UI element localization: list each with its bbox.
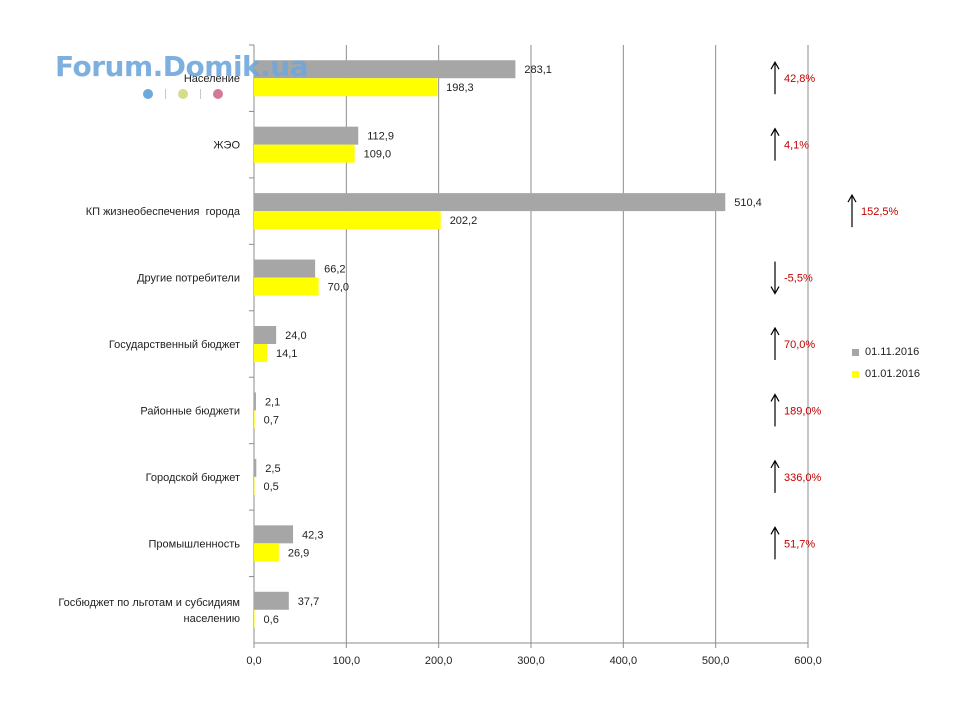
bar-series-1 (254, 259, 316, 278)
growth-annotation: 336,0% (784, 472, 822, 484)
bar-series-2 (254, 144, 355, 163)
legend-label: 01.11.2016 (865, 346, 920, 358)
category-label: Другие потребители (137, 273, 240, 285)
data-label: 37,7 (298, 596, 319, 608)
data-label: 510,4 (734, 197, 762, 209)
bar-series-2 (254, 543, 279, 562)
data-label: 42,3 (302, 529, 323, 541)
category-label: Районные бюджети (140, 405, 240, 417)
arrow-head (770, 61, 780, 70)
data-label: 14,1 (276, 348, 297, 360)
x-tick-label: 600,0 (794, 655, 822, 667)
category-label: Промышленность (148, 538, 240, 550)
bar-series-1 (254, 591, 289, 610)
data-label: 70,0 (328, 282, 349, 294)
legend-swatch (852, 370, 859, 378)
legend-swatch (852, 348, 859, 356)
data-label: 0,7 (264, 414, 279, 426)
growth-annotation: 70,0% (784, 339, 815, 351)
bar-series-1 (254, 392, 256, 411)
bar-series-1 (254, 60, 516, 79)
arrow-head (770, 459, 780, 469)
watermark-dot-pink (213, 89, 223, 99)
watermark-dots (143, 88, 223, 100)
growth-annotation: 42,8% (784, 73, 815, 85)
data-label: 66,2 (324, 264, 345, 276)
data-label: 0,5 (263, 481, 278, 493)
data-label: 2,5 (265, 463, 280, 475)
legend: 01.11.2016 01.01.2016 (852, 341, 920, 385)
data-label: 112,9 (367, 131, 394, 143)
bar-series-1 (254, 525, 294, 544)
data-label: 0,6 (264, 614, 279, 626)
data-label: 24,0 (285, 330, 306, 342)
bar-series-2 (254, 211, 441, 230)
category-label: ЖЭО (213, 140, 240, 152)
arrow-head (770, 393, 780, 402)
watermark-dot-green (178, 89, 188, 99)
watermark-dot-blue (143, 89, 153, 99)
data-label: 109,0 (364, 149, 392, 161)
x-tick-label: 400,0 (610, 655, 638, 667)
watermark-separator (200, 89, 201, 99)
bar-series-1 (254, 126, 359, 145)
x-tick-label: 200,0 (425, 655, 453, 667)
bar-series-1 (254, 458, 257, 477)
arrow-head (847, 193, 857, 203)
growth-annotation: -5,5% (784, 273, 813, 285)
x-tick-label: 500,0 (702, 655, 730, 667)
category-label: населению (184, 613, 240, 625)
category-label: Население (184, 73, 240, 85)
data-label: 283,1 (524, 64, 552, 76)
arrow-head (770, 127, 780, 136)
growth-annotation: 152,5% (861, 206, 899, 218)
legend-label: 01.01.2016 (865, 368, 921, 380)
x-tick-label: 100,0 (333, 655, 361, 667)
x-tick-label: 0,0 (246, 655, 261, 667)
growth-annotation: 51,7% (784, 538, 815, 550)
watermark-logo: Forum.Domik.ua (55, 50, 309, 83)
bar-series-1 (254, 193, 726, 212)
growth-annotation: 4,1% (784, 140, 809, 152)
category-label: Государственный бюджет (109, 339, 240, 351)
watermark-separator (165, 89, 166, 99)
arrow-head (770, 526, 780, 535)
data-label: 2,1 (265, 396, 280, 408)
bar-series-2 (254, 277, 319, 296)
legend-item: 01.01.2016 (852, 363, 920, 385)
category-label: КП жизнеобеспечения города (86, 206, 241, 218)
arrow-head (770, 326, 780, 336)
bar-series-2 (254, 344, 268, 362)
data-label: 26,9 (288, 547, 309, 559)
legend-item: 01.11.2016 (852, 341, 920, 363)
growth-annotation: 189,0% (784, 405, 822, 417)
data-label: 202,2 (450, 215, 478, 227)
bar-series-2 (254, 609, 255, 628)
category-label: Госбюджет по льготам и субсидиям (58, 597, 240, 609)
bar-series-2 (254, 78, 438, 97)
bar-series-1 (254, 326, 277, 344)
x-tick-label: 300,0 (517, 655, 545, 667)
data-label: 198,3 (446, 82, 474, 94)
arrow-head (770, 286, 780, 295)
bar-series-2 (254, 410, 255, 429)
category-label: Городской бюджет (146, 472, 240, 484)
